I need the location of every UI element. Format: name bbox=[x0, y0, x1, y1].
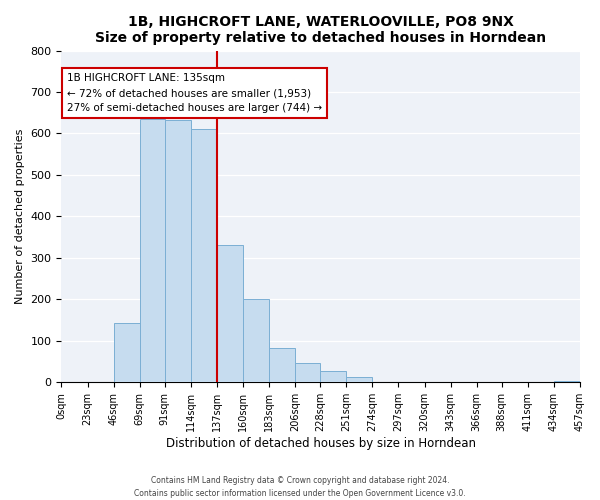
Text: 1B HIGHCROFT LANE: 135sqm
← 72% of detached houses are smaller (1,953)
27% of se: 1B HIGHCROFT LANE: 135sqm ← 72% of detac… bbox=[67, 74, 322, 113]
Title: 1B, HIGHCROFT LANE, WATERLOOVILLE, PO8 9NX
Size of property relative to detached: 1B, HIGHCROFT LANE, WATERLOOVILLE, PO8 9… bbox=[95, 15, 546, 45]
Bar bbox=[243, 299, 269, 382]
Bar bbox=[164, 120, 191, 382]
Bar bbox=[217, 244, 243, 382]
Bar bbox=[191, 129, 217, 382]
X-axis label: Distribution of detached houses by size in Horndean: Distribution of detached houses by size … bbox=[166, 437, 476, 450]
Bar bbox=[554, 381, 580, 382]
Bar bbox=[113, 323, 140, 382]
Bar bbox=[269, 348, 295, 382]
Text: Contains HM Land Registry data © Crown copyright and database right 2024.
Contai: Contains HM Land Registry data © Crown c… bbox=[134, 476, 466, 498]
Y-axis label: Number of detached properties: Number of detached properties bbox=[15, 129, 25, 304]
Bar bbox=[320, 371, 346, 382]
Bar bbox=[295, 364, 320, 382]
Bar bbox=[346, 378, 373, 382]
Bar bbox=[140, 119, 164, 382]
